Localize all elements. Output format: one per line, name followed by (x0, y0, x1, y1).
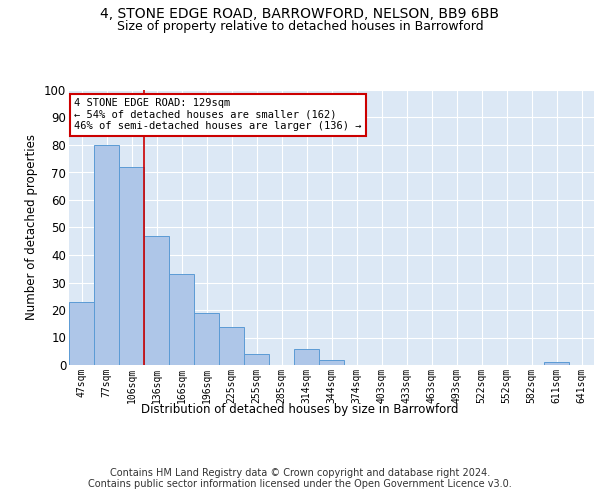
Bar (194, 313, 219, 365)
Text: Contains HM Land Registry data © Crown copyright and database right 2024.
Contai: Contains HM Land Registry data © Crown c… (88, 468, 512, 489)
Text: 4, STONE EDGE ROAD, BARROWFORD, NELSON, BB9 6BB: 4, STONE EDGE ROAD, BARROWFORD, NELSON, … (101, 8, 499, 22)
Bar (294, 348, 319, 365)
Text: Size of property relative to detached houses in Barrowford: Size of property relative to detached ho… (116, 20, 484, 33)
Bar (319, 360, 344, 365)
Bar (219, 326, 244, 365)
Bar (94, 145, 119, 365)
Bar (119, 167, 144, 365)
Bar (244, 354, 269, 365)
Y-axis label: Number of detached properties: Number of detached properties (25, 134, 38, 320)
Bar (169, 274, 194, 365)
Bar (544, 362, 569, 365)
Bar (144, 236, 169, 365)
Bar (69, 302, 94, 365)
Text: Distribution of detached houses by size in Barrowford: Distribution of detached houses by size … (141, 402, 459, 415)
Text: 4 STONE EDGE ROAD: 129sqm
← 54% of detached houses are smaller (162)
46% of semi: 4 STONE EDGE ROAD: 129sqm ← 54% of detac… (74, 98, 362, 132)
